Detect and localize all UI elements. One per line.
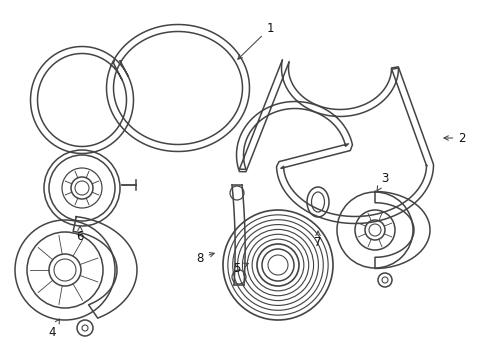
Text: 3: 3 (377, 171, 389, 191)
Text: 4: 4 (48, 319, 59, 338)
Text: 8: 8 (196, 252, 214, 265)
Text: 6: 6 (76, 226, 84, 243)
Text: 5: 5 (233, 261, 248, 274)
Text: 2: 2 (444, 131, 466, 144)
Text: 1: 1 (238, 22, 274, 59)
Text: 7: 7 (314, 231, 322, 248)
